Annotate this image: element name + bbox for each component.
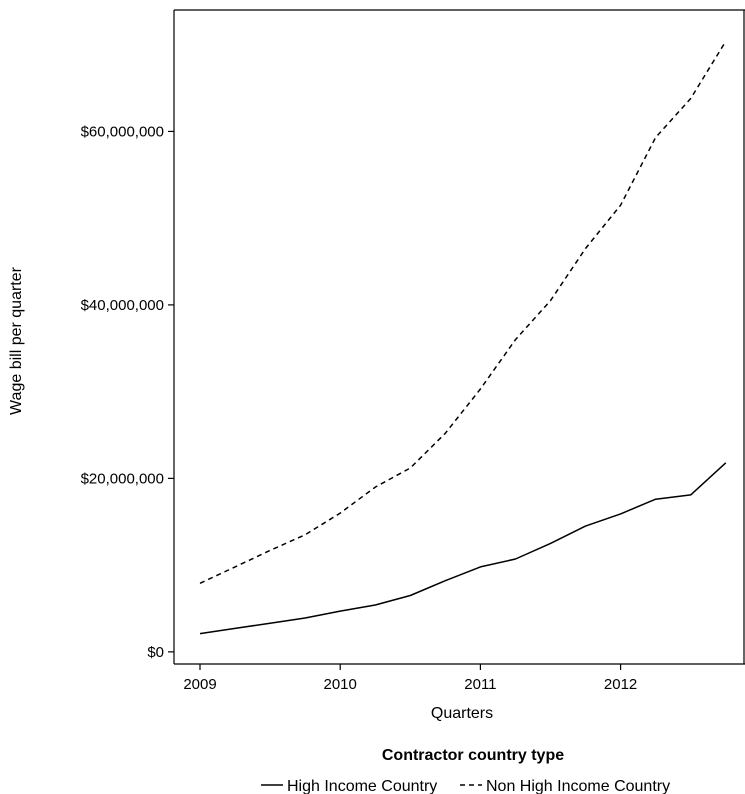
x-axis-title: Quarters xyxy=(431,705,493,722)
x-tick-label: 2010 xyxy=(324,676,357,693)
x-tick-label: 2011 xyxy=(464,676,496,693)
y-tick-label: $60,000,000 xyxy=(81,123,164,140)
y-axis-ticks: $0 $20,000,000 $40,000,000 $60,000,000 xyxy=(81,123,174,661)
series-line-high-income xyxy=(199,462,727,635)
y-axis-title: Wage bill per quarter xyxy=(8,266,25,415)
y-tick-label: $0 xyxy=(147,644,164,661)
x-tick-label: 2012 xyxy=(604,676,637,693)
x-tick-label: 2009 xyxy=(183,676,216,693)
legend-label-non-high-income: Non High Income Country xyxy=(486,778,670,794)
plot-area xyxy=(173,9,745,665)
legend-label-high-income: High Income Country xyxy=(287,778,437,794)
series-line-non-high-income xyxy=(199,40,727,584)
legend: Contractor country type High Income Coun… xyxy=(261,747,670,794)
y-tick-label: $20,000,000 xyxy=(81,470,164,487)
series-lines xyxy=(199,40,727,635)
legend-title: Contractor country type xyxy=(382,747,564,764)
y-tick-label: $40,000,000 xyxy=(81,297,164,314)
x-axis-ticks: 2009 2010 2011 2012 xyxy=(183,664,637,693)
